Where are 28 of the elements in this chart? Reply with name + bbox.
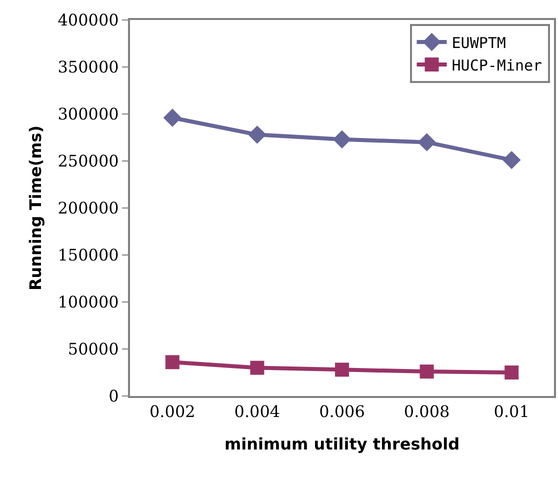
- x-tick-label: 0.004: [234, 402, 280, 422]
- y-tick-label: 200000: [58, 198, 119, 218]
- point: [335, 362, 349, 377]
- point: [504, 366, 519, 380]
- legend-label: HUCP-Miner: [452, 56, 542, 74]
- x-tick-label: 0.008: [404, 402, 450, 422]
- point: [165, 355, 180, 370]
- x-axis-title: minimum utility threshold: [224, 434, 460, 454]
- point: [502, 150, 521, 170]
- y-tick-label: 300000: [58, 104, 119, 124]
- legend-label: EUWPTM: [452, 34, 506, 52]
- x-tick-label: 0.01: [494, 402, 530, 422]
- point: [420, 364, 434, 379]
- y-axis-title: Running Time(ms): [26, 125, 46, 291]
- y-tick-label: 250000: [58, 152, 119, 171]
- point: [418, 133, 436, 152]
- y-tick-label: 0: [108, 386, 119, 406]
- x-tick-label: 0.006: [319, 402, 365, 422]
- point: [332, 130, 352, 148]
- y-tick-label: 350000: [58, 58, 119, 77]
- y-tick-label: 150000: [58, 246, 119, 265]
- point: [248, 126, 266, 144]
- point: [250, 360, 264, 375]
- y-tick-label: 100000: [58, 292, 119, 312]
- x-tick-label: 0.002: [149, 402, 196, 422]
- y-tick-label: 400000: [58, 10, 119, 30]
- point: [163, 108, 182, 127]
- y-tick-label: 50000: [68, 340, 119, 359]
